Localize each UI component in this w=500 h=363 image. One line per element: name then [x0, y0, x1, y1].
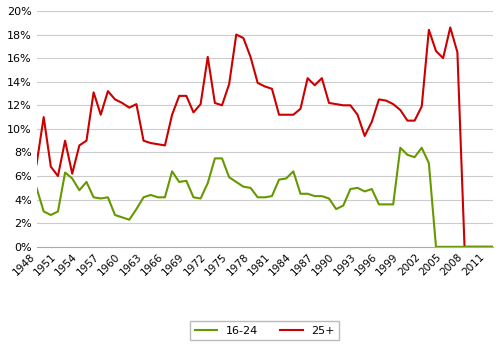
25+	[140, 139, 146, 143]
16-24	[440, 245, 446, 249]
Line: 16-24: 16-24	[36, 148, 493, 247]
25+	[169, 113, 175, 117]
16-24	[34, 186, 40, 190]
25+	[426, 28, 432, 32]
Legend: 16-24, 25+: 16-24, 25+	[190, 321, 340, 340]
16-24	[140, 195, 146, 200]
25+	[269, 87, 275, 91]
16-24	[226, 175, 232, 179]
Line: 25+: 25+	[36, 28, 493, 247]
25+	[448, 25, 454, 30]
16-24	[169, 169, 175, 174]
16-24	[433, 245, 439, 249]
25+	[34, 162, 40, 167]
25+	[476, 245, 482, 249]
16-24	[476, 245, 482, 249]
25+	[462, 245, 468, 249]
16-24	[269, 194, 275, 198]
16-24	[490, 245, 496, 249]
25+	[226, 82, 232, 86]
16-24	[398, 146, 404, 150]
25+	[490, 245, 496, 249]
